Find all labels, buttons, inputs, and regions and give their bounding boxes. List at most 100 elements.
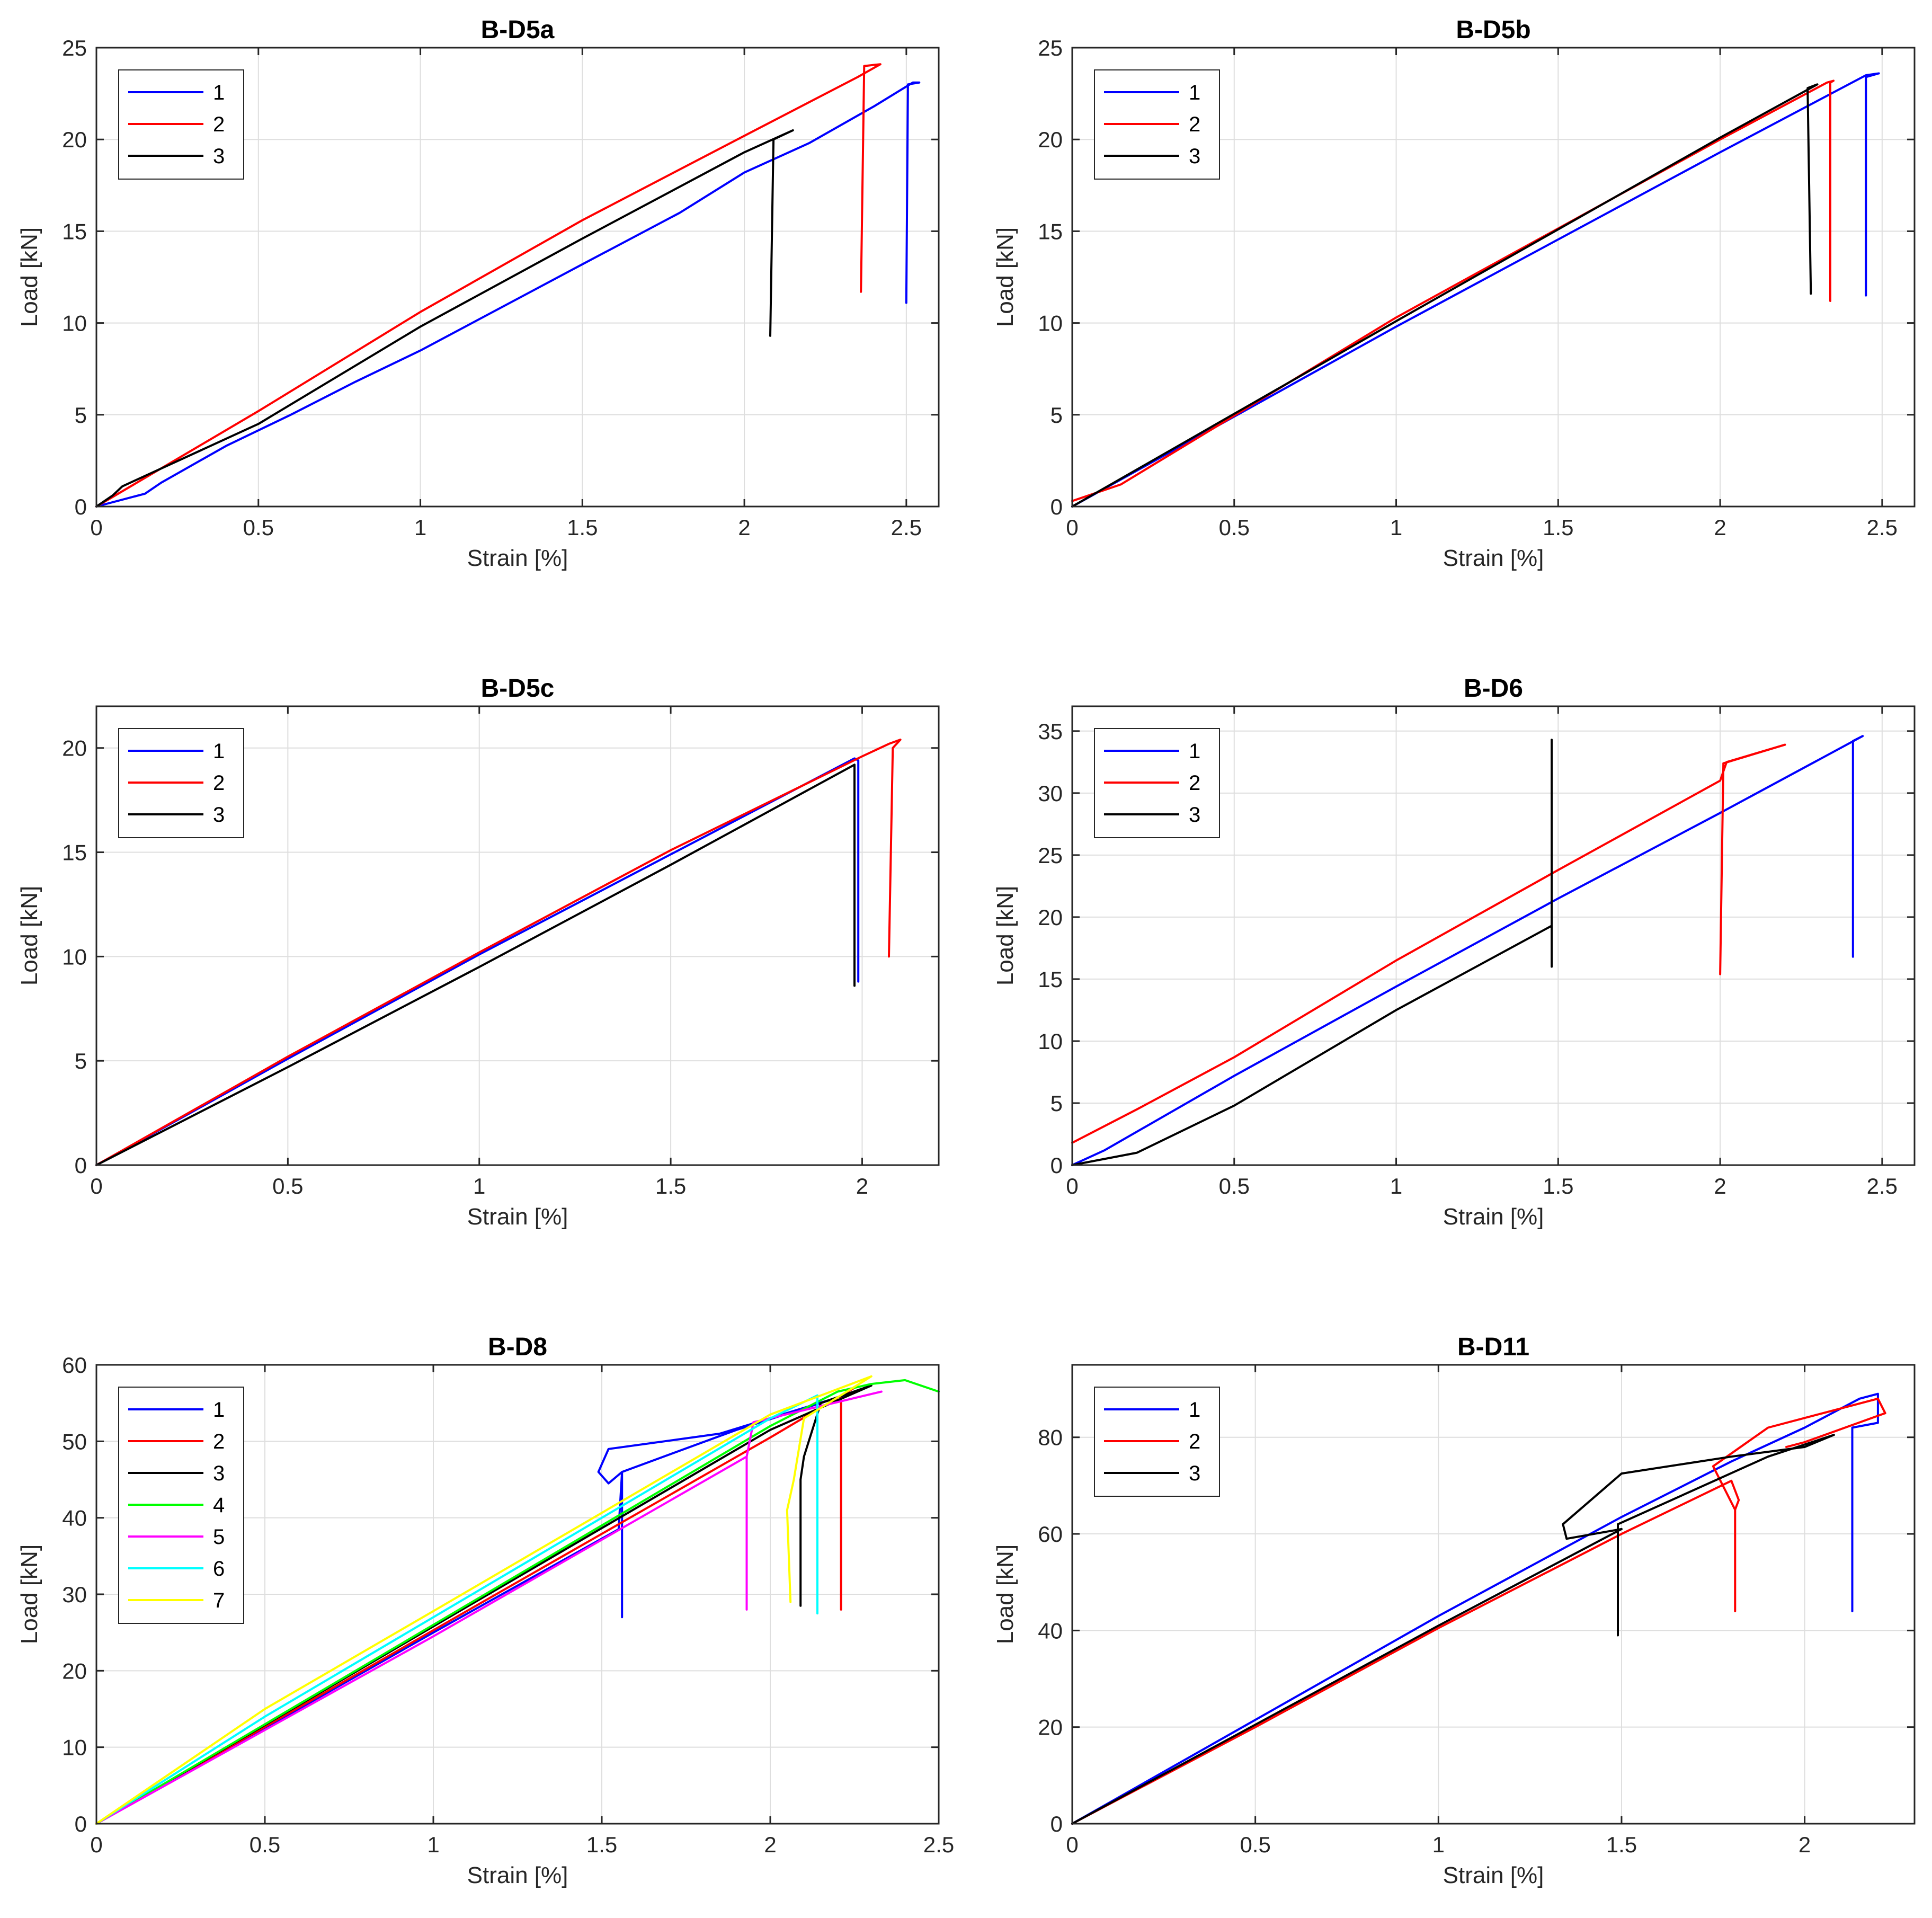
- chart-b-d6-ytick-label-0: 0: [1050, 1153, 1063, 1178]
- chart-b-d5a-ytick-label-4: 20: [62, 127, 87, 152]
- chart-b-d5b-ytick-label-2: 10: [1038, 311, 1063, 336]
- chart-b-d5a-legend-label-2: 2: [213, 113, 225, 136]
- chart-b-d8-series-7: [95, 1375, 872, 1825]
- chart-b-d6-ylabel: Load [kN]: [992, 886, 1018, 985]
- chart-b-d5c-series-2: [95, 739, 902, 1166]
- chart-b-d5c-ytick-label-4: 20: [62, 736, 87, 761]
- chart-b-d5b-ytick-label-4: 20: [1038, 127, 1063, 152]
- chart-b-d5a-xtick-label-4: 2: [738, 515, 750, 540]
- chart-b-d8-ytick-label-1: 10: [62, 1735, 87, 1760]
- chart-b-d11-ytick-label-2: 40: [1038, 1618, 1063, 1643]
- chart-b-d11-xtick-label-4: 2: [1799, 1832, 1811, 1857]
- chart-b-d11-legend-label-3: 3: [1189, 1462, 1200, 1485]
- chart-b-d8-legend-label-2: 2: [213, 1430, 225, 1453]
- chart-b-d5a-legend-label-1: 1: [213, 81, 225, 104]
- chart-b-d5c-series-1: [95, 757, 860, 1166]
- chart-b-d6-title: B-D6: [1464, 674, 1523, 703]
- chart-b-d6-xtick-label-2: 1: [1390, 1174, 1402, 1198]
- chart-b-d5a-ytick-label-5: 25: [62, 35, 87, 60]
- chart-b-d6-series-2: [1071, 743, 1786, 1144]
- chart-b-d5a-ytick-label-3: 15: [62, 219, 87, 244]
- chart-b-d5c-xtick-label-0: 0: [90, 1174, 102, 1198]
- chart-b-d5c-title: B-D5c: [481, 674, 555, 703]
- chart-b-d5a-ylabel: Load [kN]: [16, 227, 42, 327]
- chart-b-d6: 0 0.5 1 1.5 2 2.5 0 5 10 15 20 25 30 35 B-D6 Strain [%]…: [992, 674, 1916, 1230]
- chart-b-d11-ytick-label-3: 60: [1038, 1522, 1063, 1547]
- chart-b-d5a-series-3: [95, 129, 794, 508]
- chart-b-d6-xtick-label-5: 2.5: [1867, 1174, 1898, 1198]
- chart-b-d5c-ytick-label-3: 15: [62, 840, 87, 865]
- chart-b-d5b-xlabel: Strain [%]: [1443, 545, 1544, 571]
- chart-b-d5a-legend-label-3: 3: [213, 145, 225, 168]
- chart-b-d5a-xtick-label-2: 1: [414, 515, 426, 540]
- chart-b-d5c-xtick-label-2: 1: [473, 1174, 485, 1198]
- chart-b-d5b: 0 0.5 1 1.5 2 2.5 0 5 10 15 20 25 B-D5b Strain [%] Loa…: [992, 16, 1916, 571]
- chart-b-d6-ytick-label-5: 25: [1038, 843, 1063, 868]
- chart-b-d6-legend-label-3: 3: [1189, 803, 1200, 827]
- chart-b-d5a-xtick-label-1: 0.5: [243, 515, 274, 540]
- chart-b-d6-xtick-label-4: 2: [1714, 1174, 1726, 1198]
- chart-b-d5c-ytick-label-1: 5: [75, 1049, 87, 1073]
- chart-b-d6-xtick-label-3: 1.5: [1543, 1174, 1573, 1198]
- chart-b-d11-xtick-label-3: 1.5: [1606, 1832, 1637, 1857]
- chart-b-d11-title: B-D11: [1457, 1333, 1529, 1361]
- chart-b-d5a-series-2: [95, 63, 882, 508]
- chart-b-d5c-ytick-label-0: 0: [75, 1153, 87, 1178]
- chart-b-d11-xlabel: Strain [%]: [1443, 1862, 1544, 1888]
- chart-b-d6-ytick-label-6: 30: [1038, 781, 1063, 806]
- chart-b-d8-xtick-label-1: 0.5: [250, 1832, 280, 1857]
- chart-b-d5c-series-3: [95, 763, 856, 1166]
- chart-b-d8: 0 0.5 1 1.5 2 2.5 0 10 20 30 40 50 60 B-D8 Strain [%] L…: [16, 1333, 954, 1888]
- chart-b-d6-xtick-label-0: 0: [1066, 1174, 1078, 1198]
- chart-b-d8-legend-label-5: 5: [213, 1525, 225, 1549]
- chart-b-d8-ytick-label-0: 0: [75, 1812, 87, 1836]
- chart-b-d8-ylabel: Load [kN]: [16, 1544, 42, 1644]
- chart-b-d5c-xtick-label-1: 0.5: [272, 1174, 303, 1198]
- chart-b-d8-series-3: [95, 1384, 872, 1825]
- chart-b-d5b-title: B-D5b: [1456, 16, 1530, 44]
- chart-b-d8-legend-label-3: 3: [213, 1462, 225, 1485]
- chart-b-d5b-xtick-label-5: 2.5: [1867, 515, 1898, 540]
- chart-b-d8-ytick-label-6: 60: [62, 1353, 87, 1378]
- chart-b-d5c-legend: 1 2 3: [118, 728, 244, 838]
- chart-b-d5a-series-1: [95, 81, 921, 508]
- chart-b-d8-series-4: [95, 1379, 940, 1825]
- chart-b-d6-axes-frame: [1071, 705, 1916, 1166]
- chart-b-d6-ytick-label-3: 15: [1038, 967, 1063, 992]
- chart-b-d5a: 0 0.5 1 1.5 2 2.5 0 5 10 15 20 25 B-D5a Strain [%] Loa…: [16, 16, 940, 571]
- chart-b-d5b-series-1: [1071, 72, 1880, 508]
- chart-b-d11-series-1: [1071, 1392, 1879, 1825]
- chart-b-d5b-axes-frame: [1071, 47, 1916, 508]
- chart-b-d5a-xlabel: Strain [%]: [467, 545, 568, 571]
- chart-b-d6-series-1: [1071, 735, 1864, 1166]
- chart-b-d6-ytick-label-4: 20: [1038, 905, 1063, 930]
- chart-b-d5b-xtick-label-4: 2: [1714, 515, 1726, 540]
- chart-b-d8-series-6: [95, 1394, 818, 1825]
- chart-b-d6-xlabel: Strain [%]: [1443, 1204, 1544, 1230]
- chart-b-d11-ylabel: Load [kN]: [992, 1544, 1018, 1644]
- chart-b-d5b-xtick-label-1: 0.5: [1219, 515, 1250, 540]
- chart-b-d11-ytick-label-0: 0: [1050, 1812, 1063, 1836]
- chart-b-d8-legend-label-1: 1: [213, 1398, 225, 1422]
- chart-b-d11-axes-frame: [1071, 1364, 1916, 1825]
- chart-b-d5b-legend-label-1: 1: [1189, 81, 1200, 104]
- chart-b-d11-ytick-label-1: 20: [1038, 1715, 1063, 1740]
- chart-b-d8-legend-label-6: 6: [213, 1557, 225, 1580]
- chart-b-d5c-legend-label-2: 2: [213, 771, 225, 795]
- chart-b-d11-series-2: [1071, 1397, 1886, 1825]
- chart-b-d5b-ytick-label-5: 25: [1038, 35, 1063, 60]
- chart-b-d6-legend: 1 2 3: [1094, 728, 1220, 838]
- chart-b-d6-ytick-label-1: 5: [1050, 1091, 1063, 1116]
- chart-b-d8-xtick-label-5: 2.5: [923, 1832, 954, 1857]
- chart-b-d5c-axes-frame: [95, 705, 940, 1166]
- chart-b-d8-legend-label-7: 7: [213, 1589, 225, 1612]
- chart-b-d5b-legend: 1 2 3: [1094, 69, 1220, 180]
- chart-b-d8-legend-label-4: 4: [213, 1494, 225, 1517]
- chart-b-d5a-ytick-label-0: 0: [75, 494, 87, 519]
- chart-b-d8-ytick-label-5: 50: [62, 1429, 87, 1454]
- chart-b-d8-title: B-D8: [488, 1333, 547, 1361]
